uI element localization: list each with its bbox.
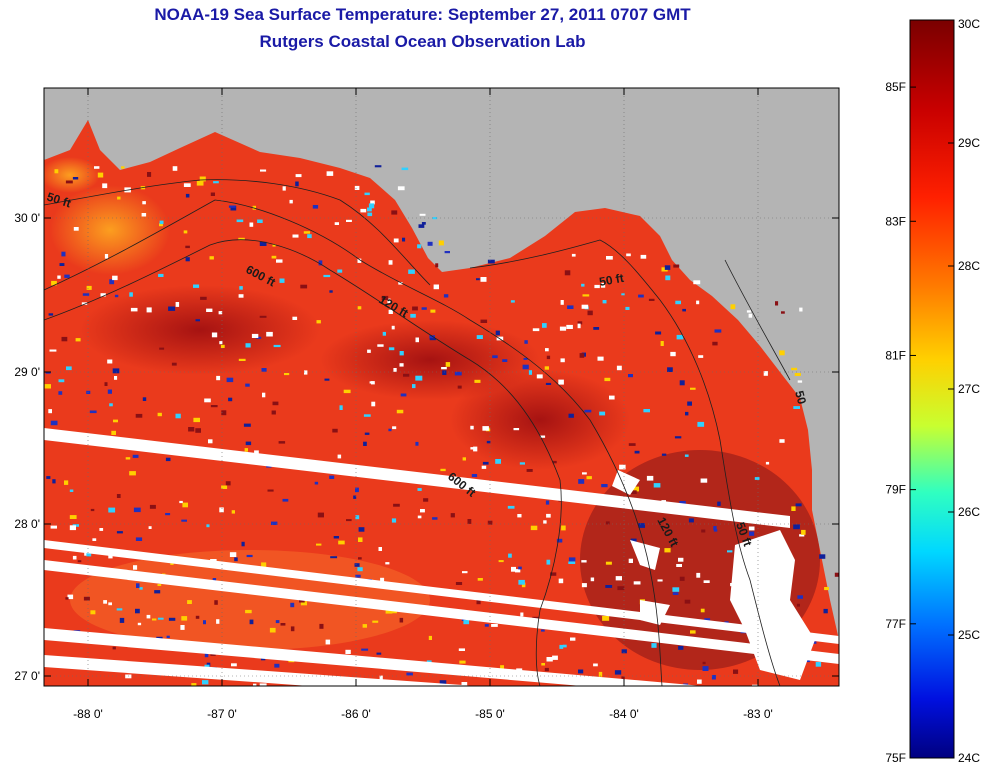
colorbar-celsius-label: 30C (958, 17, 980, 31)
contour-label: 50 ft (598, 271, 625, 289)
colorbar-celsius-label: 28C (958, 259, 980, 273)
lat-tick-label: 29 0' (14, 365, 40, 379)
lon-tick-label: -87 0' (207, 707, 237, 721)
lon-tick-label: -86 0' (341, 707, 371, 721)
colorbar: 30C 29C 28C 27C 26C 25C 24C 85F 83F 81F 79F 77F 75F (885, 17, 980, 765)
tick-marks (44, 88, 839, 686)
colorbar-fahrenheit-label: 75F (885, 751, 906, 765)
map-title: NOAA-19 Sea Surface Temperature: Septemb… (154, 5, 691, 24)
colorbar-celsius-label: 29C (958, 136, 980, 150)
colorbar-fahrenheit-label: 79F (885, 483, 906, 497)
colorbar-celsius-label: 27C (958, 382, 980, 396)
bathymetry-contours (44, 179, 791, 686)
colorbar-fahrenheit-label: 77F (885, 617, 906, 631)
colorbar-gradient (909, 19, 955, 759)
colorbar-fahrenheit-label: 81F (885, 348, 906, 362)
lon-tick-label: -85 0' (475, 707, 505, 721)
lat-tick-label: 28 0' (14, 517, 40, 531)
map-frame (43, 87, 840, 687)
map-subtitle: Rutgers Coastal Ocean Observation Lab (259, 32, 586, 51)
colorbar-fahrenheit-label: 83F (885, 214, 906, 228)
lon-tick-label: -83 0' (743, 707, 773, 721)
colorbar-celsius-label: 25C (958, 628, 980, 642)
lon-tick-label: -84 0' (609, 707, 639, 721)
colorbar-celsius-label: 26C (958, 505, 980, 519)
lon-tick-label: -88 0' (73, 707, 103, 721)
colorbar-celsius-label: 24C (958, 751, 980, 765)
graticule (44, 88, 839, 686)
colorbar-fahrenheit-label: 85F (885, 80, 906, 94)
lat-tick-label: 30 0' (14, 211, 40, 225)
cloud-swaths (44, 428, 839, 686)
contour-label: 50 (792, 389, 809, 406)
lat-tick-label: 27 0' (14, 669, 40, 683)
